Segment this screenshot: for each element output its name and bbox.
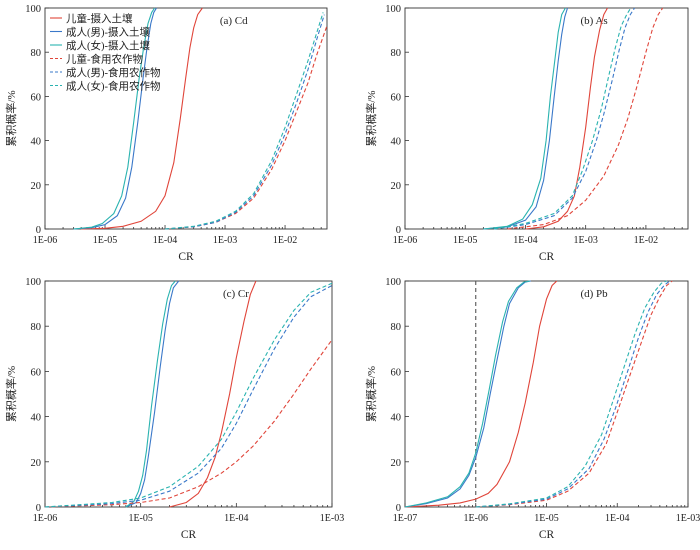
panel-label: (a) Cd	[220, 15, 248, 27]
x-tick-label: 1E-02	[273, 235, 297, 246]
x-tick-label: 1E-03	[676, 513, 700, 524]
y-tick-label: 80	[391, 322, 402, 333]
y-tick-label: 40	[31, 137, 42, 148]
y-tick-label: 0	[36, 503, 41, 514]
series-line-adult_female-dashed	[164, 12, 324, 230]
legend-label: 成人(男)-摄入土壤	[66, 26, 150, 39]
series-line-child-solid	[81, 7, 203, 230]
x-tick-label: 1E-06	[464, 513, 488, 524]
x-tick-label: 1E-03	[573, 235, 597, 246]
panel-cd: 0 20 40 60 80 100 1E-06 1E-05 1E-04 1E-03 1E-02 CR 累…	[4, 4, 328, 263]
y-tick-label: 80	[31, 322, 42, 333]
y-tick-label: 20	[31, 458, 42, 469]
x-tick-label: 1E-05	[534, 513, 558, 524]
y-tick-label: 100	[25, 4, 41, 15]
y-tick-label: 20	[391, 458, 402, 469]
plot-frame	[404, 7, 689, 230]
y-tick-label: 20	[31, 181, 42, 192]
plot-frame	[44, 7, 328, 230]
y-tick-label: 0	[396, 503, 401, 514]
panel-cr: 0 20 40 60 80 100 1E-06 1E-05 1E-04 1E-03 CR 累积概率/%…	[4, 277, 344, 541]
x-tick-label: 1E-05	[93, 235, 117, 246]
legend-label: 成人(女)-摄入土壤	[66, 39, 150, 52]
y-tick-label: 20	[391, 181, 402, 192]
x-tick-label: 1E-04	[513, 235, 537, 246]
plot-frame	[44, 280, 333, 508]
x-tick-label: 1E-03	[320, 513, 344, 524]
legend-label: 成人(男)-食用农作物	[66, 66, 161, 79]
x-tick-label: 1E-04	[153, 235, 177, 246]
y-tick-label: 0	[396, 225, 401, 236]
series-line-child-dashed	[44, 339, 333, 508]
x-tick-label: 1E-04	[605, 513, 629, 524]
x-axis-label: CR	[181, 529, 197, 541]
y-tick-label: 60	[391, 367, 402, 378]
y-axis-label: 累积概率/%	[4, 366, 18, 422]
series-line-adult_male-dashed	[493, 7, 636, 230]
legend-label: 儿童-食用农作物	[66, 53, 143, 66]
y-axis-label: 累积概率/%	[364, 90, 378, 146]
y-tick-label: 40	[391, 137, 402, 148]
x-tick-label: 1E-02	[634, 235, 658, 246]
x-axis-label: CR	[539, 251, 555, 263]
legend-label: 成人(女)-食用农作物	[66, 80, 161, 93]
series-line-child-dashed	[475, 280, 673, 508]
y-tick-label: 40	[391, 413, 402, 424]
x-tick-label: 1E-06	[393, 235, 417, 246]
series-line-adult_male-dashed	[164, 14, 325, 230]
series-line-adult_male-solid	[483, 7, 569, 230]
plot-frame	[404, 280, 689, 508]
series-line-adult_female-dashed	[475, 280, 667, 508]
series-line-child-dashed	[164, 25, 328, 230]
series-line-adult_male-solid	[73, 7, 157, 230]
y-axis-label: 累积概率/%	[4, 90, 18, 146]
series-line-adult_female-solid	[73, 7, 156, 230]
y-tick-label: 100	[25, 277, 41, 288]
series-line-adult_male-dashed	[44, 285, 333, 508]
series-line-adult_male-solid	[125, 280, 180, 508]
series-line-child-solid	[525, 7, 608, 230]
y-tick-label: 100	[385, 277, 401, 288]
series-line-adult_male-solid	[404, 280, 531, 508]
series-line-adult_female-dashed	[44, 282, 333, 508]
series-line-adult_female-solid	[125, 280, 176, 508]
legend-label: 儿童-摄入土壤	[66, 12, 133, 25]
series-line-child-solid	[169, 280, 257, 508]
x-tick-label: 1E-04	[224, 513, 248, 524]
y-tick-label: 100	[385, 4, 401, 15]
series-line-adult_female-solid	[404, 280, 530, 508]
x-axis-label: CR	[539, 529, 555, 541]
panel-label: (c) Cr	[223, 288, 249, 300]
series-line-adult_female-solid	[483, 7, 566, 230]
x-tick-label: 1E-06	[33, 235, 57, 246]
series-line-adult_female-dashed	[493, 7, 632, 230]
series-line-child-solid	[404, 280, 558, 508]
x-tick-label: 1E-06	[33, 513, 57, 524]
x-axis-label: CR	[178, 251, 194, 263]
x-tick-label: 1E-07	[393, 513, 417, 524]
y-tick-label: 80	[391, 48, 402, 59]
y-tick-label: 60	[391, 92, 402, 103]
series-line-child-dashed	[507, 7, 664, 230]
x-tick-label: 1E-05	[453, 235, 477, 246]
x-tick-label: 1E-05	[128, 513, 152, 524]
panel-label: (d) Pb	[580, 288, 608, 300]
panel-pb: 0 20 40 60 80 100 1E-07 1E-06 1E-05 1E-04 1E-03 CR 累…	[364, 277, 700, 541]
y-tick-label: 40	[31, 413, 42, 424]
y-tick-label: 0	[36, 225, 41, 236]
y-tick-label: 80	[31, 48, 42, 59]
x-tick-label: 1E-03	[213, 235, 237, 246]
series-line-adult_male-dashed	[475, 280, 670, 508]
y-tick-label: 60	[31, 367, 42, 378]
panel-as: 0 20 40 60 80 100 1E-06 1E-05 1E-04 1E-03 1E-02 CR 累…	[364, 4, 689, 263]
y-tick-label: 60	[31, 92, 42, 103]
y-axis-label: 累积概率/%	[364, 366, 378, 422]
